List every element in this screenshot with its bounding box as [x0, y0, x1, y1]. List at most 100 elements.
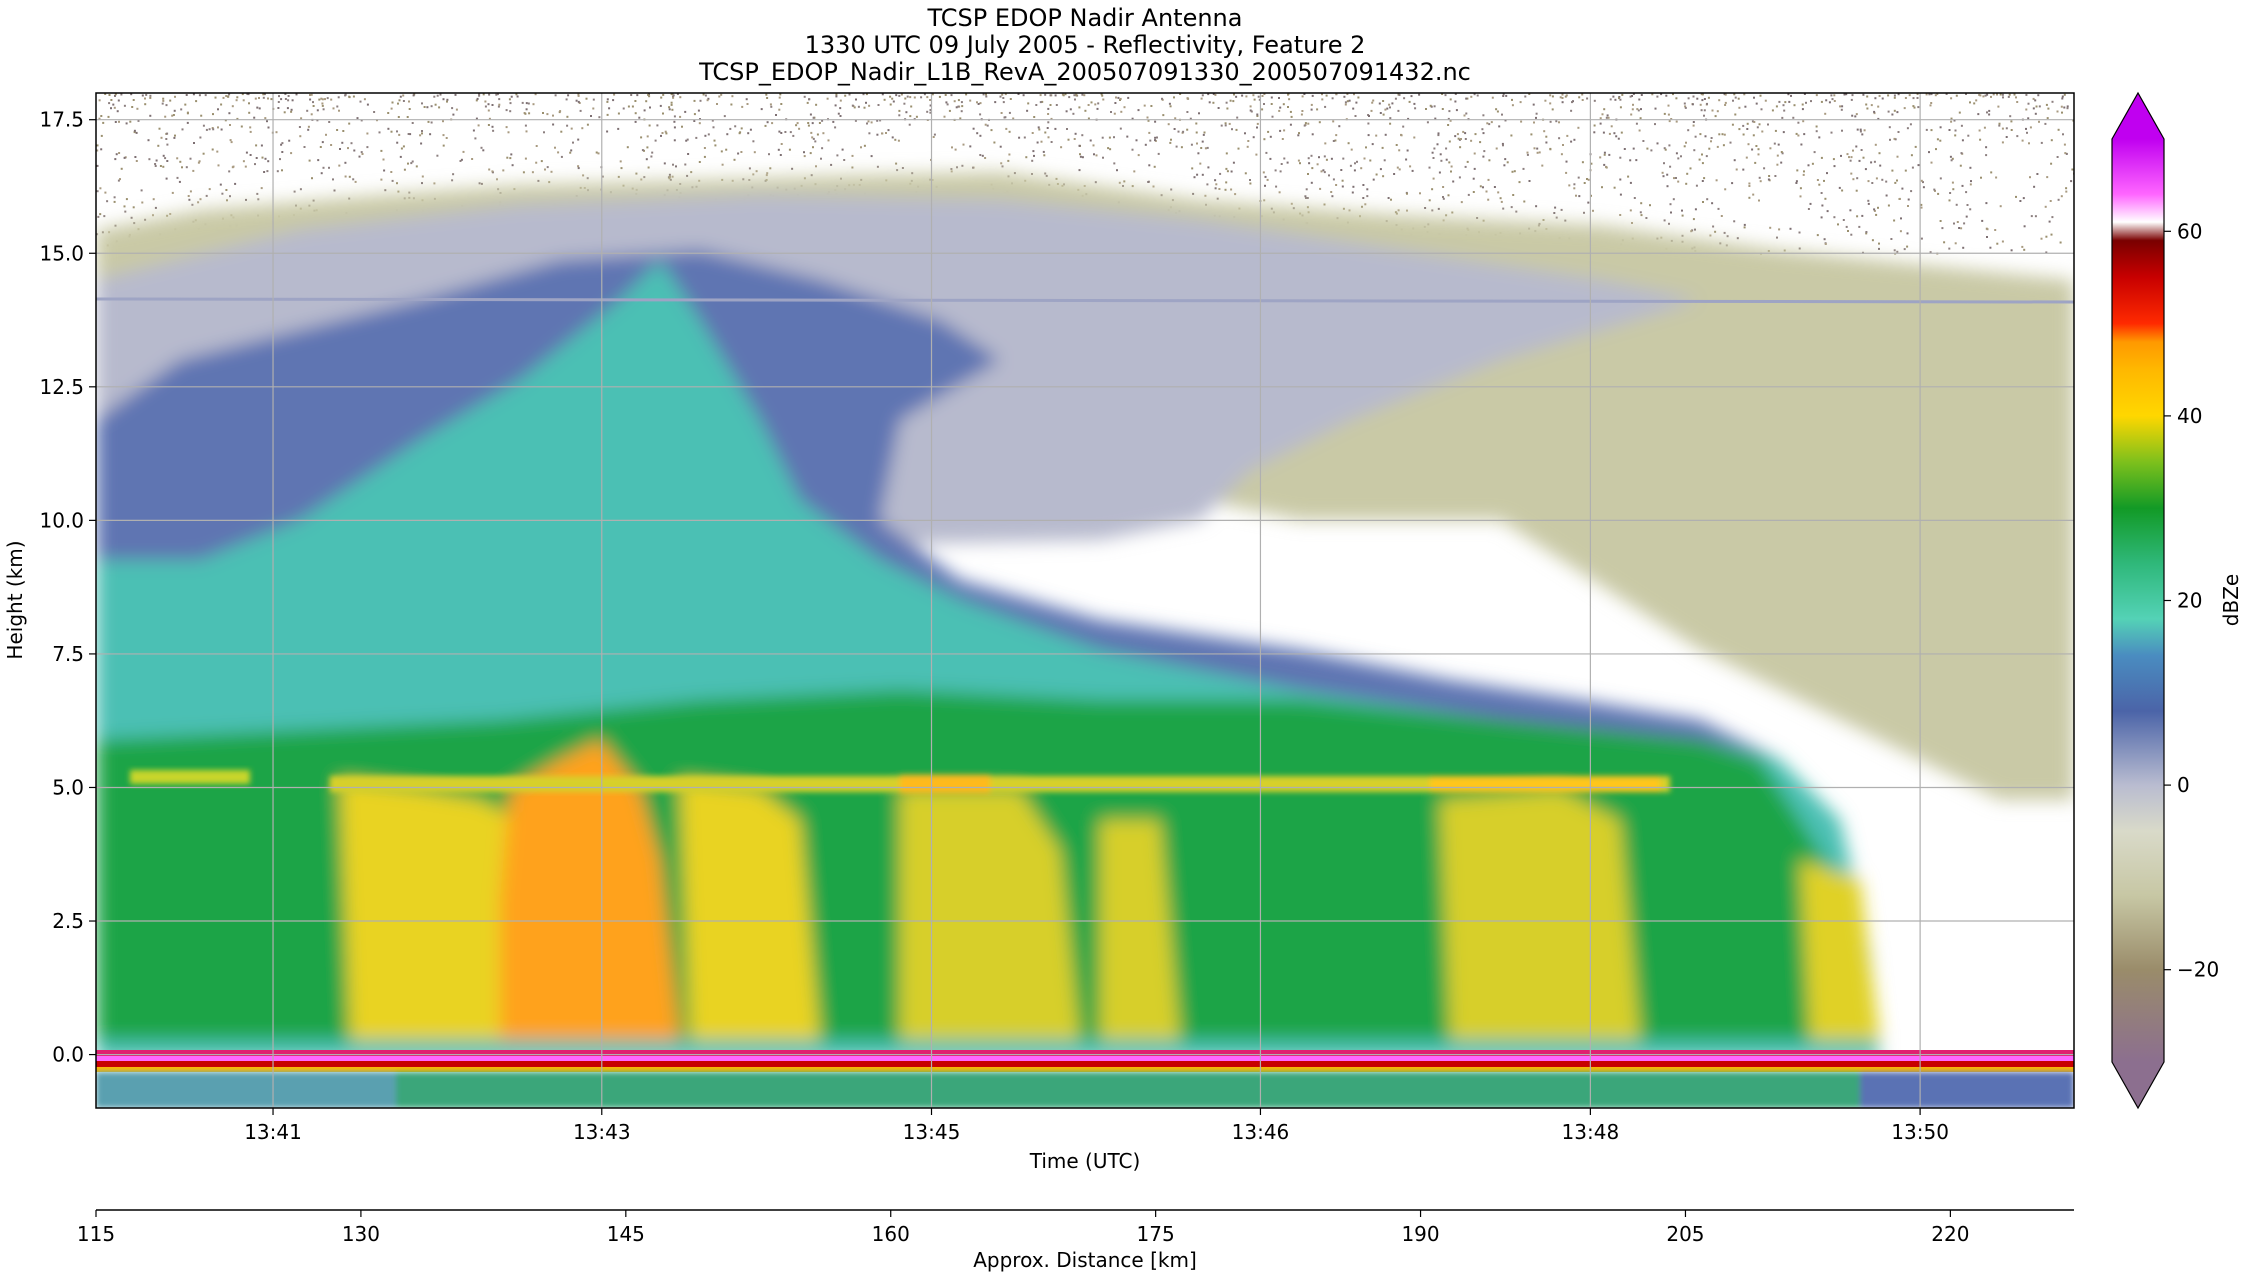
- noise-dot: [2023, 248, 2026, 251]
- noise-dot: [972, 166, 974, 169]
- noise-dot: [1322, 169, 1325, 172]
- noise-dot: [2015, 96, 2017, 99]
- noise-dot: [1458, 176, 1461, 179]
- noise-dot: [834, 126, 837, 129]
- noise-dot: [1700, 109, 1703, 112]
- noise-dot: [284, 93, 287, 95]
- noise-dot: [1115, 96, 1117, 99]
- noise-dot: [154, 165, 157, 167]
- noise-dot: [1636, 108, 1639, 111]
- noise-dot: [961, 105, 964, 108]
- noise-dot: [1619, 98, 1622, 101]
- noise-dot: [115, 153, 118, 156]
- noise-dot: [979, 154, 982, 156]
- noise-dot: [510, 153, 513, 156]
- noise-dot: [592, 107, 595, 110]
- noise-dot: [1502, 93, 1505, 96]
- noise-dot: [1998, 122, 2001, 125]
- colorbar-tick-label: 60: [2177, 219, 2202, 243]
- noise-dot: [1467, 193, 1470, 196]
- noise-dot: [748, 167, 751, 170]
- noise-dot: [307, 128, 310, 131]
- noise-dot: [739, 131, 742, 134]
- noise-dot: [780, 143, 783, 145]
- noise-dot: [1646, 147, 1649, 150]
- noise-dot: [775, 114, 777, 116]
- noise-dot: [1297, 134, 1300, 137]
- noise-dot: [550, 170, 553, 173]
- noise-dot: [1738, 128, 1741, 131]
- noise-dot: [1621, 93, 1624, 96]
- noise-dot: [1154, 139, 1156, 142]
- noise-dot: [253, 116, 256, 119]
- noise-dot: [1143, 104, 1146, 107]
- noise-dot: [567, 94, 570, 97]
- noise-dot: [577, 167, 580, 170]
- noise-dot: [1920, 203, 1923, 206]
- noise-dot: [868, 104, 871, 107]
- noise-dot: [144, 103, 147, 106]
- noise-dot: [792, 134, 795, 137]
- noise-dot: [412, 94, 415, 97]
- noise-dot: [862, 93, 865, 96]
- noise-dot: [1865, 231, 1868, 233]
- noise-dot: [300, 117, 303, 120]
- noise-dot: [452, 173, 455, 176]
- noise-dot: [1307, 173, 1309, 175]
- noise-dot: [895, 94, 898, 97]
- noise-dot: [125, 198, 128, 201]
- noise-dot: [1887, 94, 1890, 97]
- noise-dot: [1078, 144, 1081, 147]
- noise-dot: [484, 105, 487, 108]
- noise-dot: [1573, 138, 1576, 141]
- noise-dot: [1424, 207, 1427, 209]
- noise-dot: [721, 163, 724, 166]
- noise-dot: [1381, 146, 1384, 149]
- noise-dot: [1627, 175, 1630, 178]
- noise-dot: [1245, 95, 1248, 98]
- noise-dot: [1677, 180, 1680, 183]
- noise-dot: [236, 96, 239, 99]
- noise-dot: [511, 164, 514, 167]
- noise-dot: [342, 130, 345, 132]
- noise-dot: [2040, 141, 2043, 144]
- noise-dot: [2047, 107, 2050, 110]
- noise-dot: [1536, 147, 1539, 150]
- noise-dot: [926, 96, 929, 99]
- noise-dot: [154, 206, 157, 209]
- noise-dot: [363, 98, 366, 101]
- noise-dot: [169, 99, 172, 102]
- noise-dot: [2034, 112, 2037, 115]
- noise-dot: [1860, 149, 1863, 151]
- noise-dot: [552, 114, 554, 117]
- noise-dot: [554, 94, 557, 97]
- noise-dot: [1440, 159, 1443, 162]
- noise-dot: [1263, 199, 1266, 202]
- noise-dot: [1851, 94, 1854, 97]
- noise-dot: [1192, 192, 1195, 195]
- noise-dot: [1362, 197, 1365, 199]
- noise-dot: [1929, 251, 1932, 254]
- noise-dot: [478, 93, 481, 96]
- noise-dot: [1706, 198, 1709, 201]
- noise-dot: [843, 159, 846, 161]
- noise-dot: [1774, 175, 1777, 177]
- noise-dot: [659, 104, 662, 107]
- noise-dot: [1342, 207, 1345, 210]
- noise-dot: [402, 94, 405, 97]
- noise-dot: [1113, 162, 1116, 165]
- noise-dot: [617, 127, 620, 130]
- noise-dot: [2010, 249, 2013, 252]
- noise-dot: [1593, 99, 1596, 102]
- noise-dot: [1733, 93, 1736, 96]
- surface-return: [96, 1050, 2074, 1072]
- noise-dot: [1551, 108, 1554, 111]
- noise-dot: [2049, 200, 2052, 202]
- noise-dot: [1973, 102, 1976, 105]
- noise-dot: [1505, 94, 1508, 97]
- noise-dot: [1363, 157, 1366, 160]
- noise-dot: [1375, 134, 1378, 137]
- noise-dot: [1073, 138, 1076, 140]
- noise-dot: [707, 133, 710, 136]
- noise-dot: [134, 156, 137, 158]
